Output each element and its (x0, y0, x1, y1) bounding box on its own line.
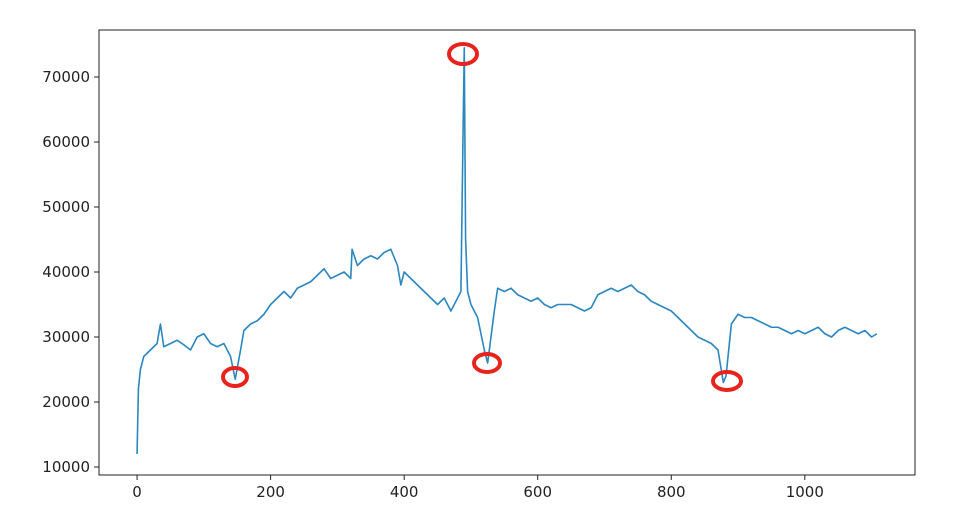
highlight-circle (221, 366, 249, 388)
y-tick-label: 20000 (42, 393, 90, 411)
x-tick-label: 200 (256, 483, 285, 501)
x-tick-label: 800 (657, 483, 686, 501)
x-tick-label: 0 (132, 483, 142, 501)
x-tick-label: 1000 (786, 483, 824, 501)
highlight-circle (711, 370, 743, 392)
y-tick-label: 30000 (42, 328, 90, 346)
data-line (136, 46, 878, 455)
x-tick-label: 400 (390, 483, 419, 501)
highlight-circle (447, 42, 479, 66)
x-tick-label: 600 (523, 483, 552, 501)
y-tick-label: 70000 (42, 68, 90, 86)
plot-frame (98, 29, 916, 476)
y-tick-label: 50000 (42, 198, 90, 216)
highlight-circle (472, 352, 502, 374)
highlights (221, 42, 743, 392)
y-tick-label: 10000 (42, 458, 90, 476)
y-tick-label: 60000 (42, 133, 90, 151)
y-tick-label: 40000 (42, 263, 90, 281)
